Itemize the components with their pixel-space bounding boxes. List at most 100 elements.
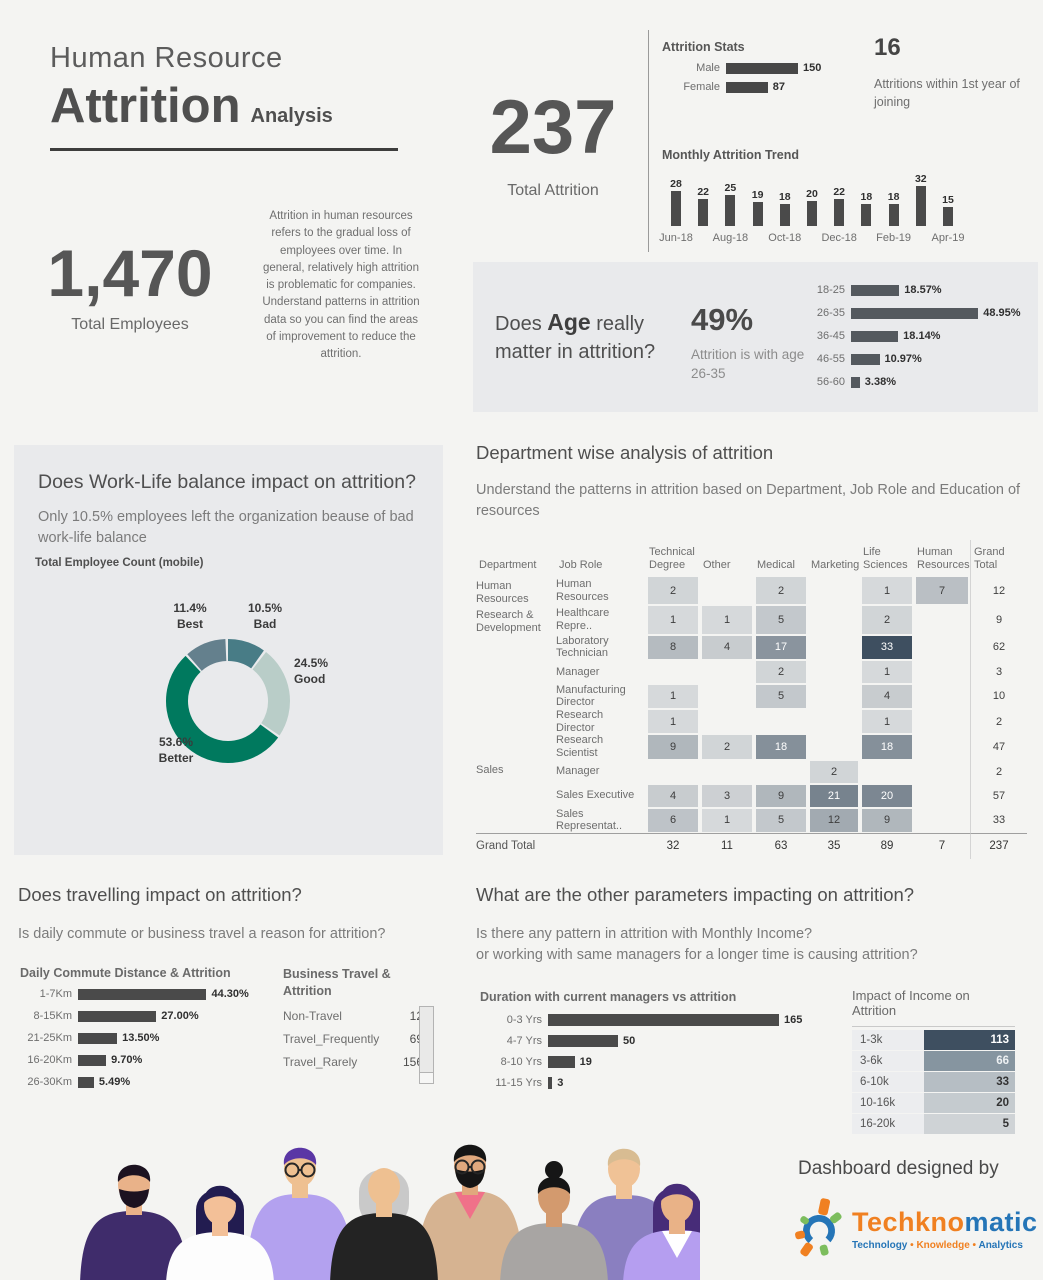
donut-label-pct: 10.5%	[247, 601, 283, 615]
age-question-lead: Does	[495, 313, 548, 335]
dept-heat-cell-wrap	[700, 709, 754, 734]
income-chart: Impact of Income on Attrition 1-3k 113 3-6…	[852, 988, 1015, 1135]
dept-heat-cell: 1	[648, 606, 698, 634]
trend-bar-value: 25	[724, 181, 737, 194]
dept-heat-cell: 5	[756, 684, 806, 709]
commute-rows: 1-7Km 44.30% 8-15Km 27.00% 21-25Km 13.50% 16-2…	[20, 988, 280, 1088]
dept-row-total: 62	[970, 634, 1027, 660]
dept-row-jobrole: Human Resources	[556, 578, 609, 603]
dept-heat-cell: 1	[702, 808, 752, 832]
vertical-divider	[648, 30, 649, 252]
commute-bar	[78, 988, 207, 1000]
monthly-trend-title: Monthly Attrition Trend	[662, 148, 800, 162]
dept-grand-total-value: 89	[860, 832, 914, 859]
age-bar-label: 56-60	[816, 376, 845, 388]
trend-bar	[943, 207, 953, 226]
business-travel-label: Travel_Frequently	[283, 1031, 380, 1046]
params-section-title: What are the other parameters impacting …	[476, 884, 915, 905]
scrollbar-thumb[interactable]	[420, 1007, 433, 1073]
designed-by-text: Dashboard designed by	[798, 1158, 999, 1179]
business-travel-row: Travel_Rarely 156	[283, 1055, 433, 1069]
managers-bar	[548, 1077, 553, 1089]
techknomatic-logo: Techknomatic Technology • Knowledge • An…	[788, 1196, 1038, 1262]
gender-chart-title: Attrition Stats	[662, 40, 745, 54]
donut-label-pct: 53.6%	[158, 735, 194, 749]
dept-row-total: 12	[970, 576, 1027, 606]
age-bar-row: 46-55 10.97%	[811, 353, 1031, 365]
monthly-trend-chart: Monthly Attrition Trend 28 Jun-18 22 25 Aug-…	[659, 148, 982, 248]
dept-row-jobrole: Laboratory Technician	[556, 634, 609, 660]
dept-heat-cell-wrap	[914, 605, 970, 634]
dept-heat-cell-wrap: 1	[860, 660, 914, 684]
dept-heat-cell-wrap	[700, 684, 754, 709]
dept-heat-cell-wrap: 20	[860, 784, 914, 808]
dept-heat-cell-wrap: 9	[860, 808, 914, 833]
brand-name: Techknomatic	[852, 1207, 1038, 1238]
dept-heat-cell: 18	[862, 735, 912, 759]
dept-heat-cell: 1	[862, 577, 912, 605]
dept-row-department	[476, 808, 556, 833]
dept-heat-cell: 21	[810, 784, 858, 807]
age-bar-row: 56-60 3.38%	[811, 376, 1031, 388]
dept-table: Department Job Role Technical Degree Other M…	[476, 540, 1027, 859]
age-bar	[851, 353, 880, 365]
worklife-chart-caption: Total Employee Count (mobile)	[35, 557, 204, 569]
business-travel-value: 156	[402, 1054, 423, 1069]
dept-heat-cell-wrap: 33	[860, 635, 914, 660]
dept-col-header: Medical	[757, 558, 795, 571]
worklife-subtitle: Only 10.5% employees left the organizati…	[38, 509, 414, 547]
dept-grand-total-spacer	[556, 832, 646, 859]
age-bar	[851, 330, 899, 342]
person-shape	[368, 1168, 400, 1206]
commute-bar	[78, 1054, 107, 1066]
person-shape	[455, 1192, 485, 1219]
business-travel-label: Travel_Rarely	[283, 1054, 358, 1069]
params-subtitle-1: Is there any pattern in attrition with M…	[476, 926, 813, 942]
managers-bar	[548, 1014, 779, 1026]
income-row: 6-10k 33	[852, 1072, 1015, 1092]
dept-heat-cell: 3	[702, 784, 752, 807]
dept-heat-cell-wrap	[860, 760, 914, 784]
dept-heat-cell-wrap: 1	[700, 605, 754, 634]
dept-heat-cell: 2	[756, 577, 806, 605]
person-shape	[500, 1223, 608, 1280]
managers-bar-row: 0-3 Yrs 165	[480, 1014, 820, 1026]
donut-label-name: Bad	[253, 617, 277, 632]
tagline-word: Knowledge	[916, 1240, 970, 1251]
commute-bar-row: 26-30Km 5.49%	[20, 1076, 280, 1088]
dept-heat-cell-wrap	[914, 784, 970, 808]
business-travel-scrollbar[interactable]	[419, 1006, 434, 1084]
dept-heat-cell: 2	[648, 577, 698, 605]
age-bar-value: 10.97%	[884, 353, 922, 365]
params-subtitle-2: or working with same managers for a long…	[476, 947, 918, 963]
dept-row-jobrole: Manager	[556, 765, 600, 778]
donut-label-good: 24.5% Good	[294, 655, 356, 687]
trend-bar	[807, 201, 817, 226]
gender-bar-label: Female	[683, 81, 720, 93]
dept-row-total: 10	[970, 683, 1027, 710]
trend-x-tick: Dec-18	[821, 232, 857, 244]
first-year-value: 16	[874, 34, 901, 61]
intro-paragraph: Attrition in human resources refers to t…	[262, 210, 420, 360]
dept-section-title: Department wise analysis of attrition	[476, 442, 774, 463]
business-travel-block: Business Travel & Attrition Non-Travel 12…	[283, 966, 433, 1069]
trend-bar	[698, 198, 709, 226]
dept-heat-cell: 18	[756, 735, 806, 759]
dept-heat-cell-wrap: 2	[754, 576, 808, 605]
managers-bar-label: 0-3 Yrs	[506, 1014, 542, 1026]
age-bar-value: 18.14%	[903, 330, 941, 342]
trend-bar-value: 20	[806, 188, 818, 200]
dept-heat-cell-wrap: 21	[808, 784, 860, 808]
dept-heat-cell-wrap	[808, 635, 860, 660]
dept-heat-cell: 1	[862, 660, 912, 683]
income-row: 10-16k 20	[852, 1093, 1015, 1113]
dept-grand-total-value: 63	[754, 832, 808, 859]
dept-heat-cell-wrap: 8	[646, 635, 700, 660]
trend-x-tick: Apr-19	[931, 232, 965, 244]
trend-bar-value: 28	[670, 178, 682, 190]
dept-heat-cell-wrap	[914, 808, 970, 833]
dept-grand-total-sum: 237	[970, 832, 1027, 859]
commute-bar-row: 1-7Km 44.30%	[20, 988, 280, 1000]
dept-heat-cell: 1	[648, 684, 698, 709]
